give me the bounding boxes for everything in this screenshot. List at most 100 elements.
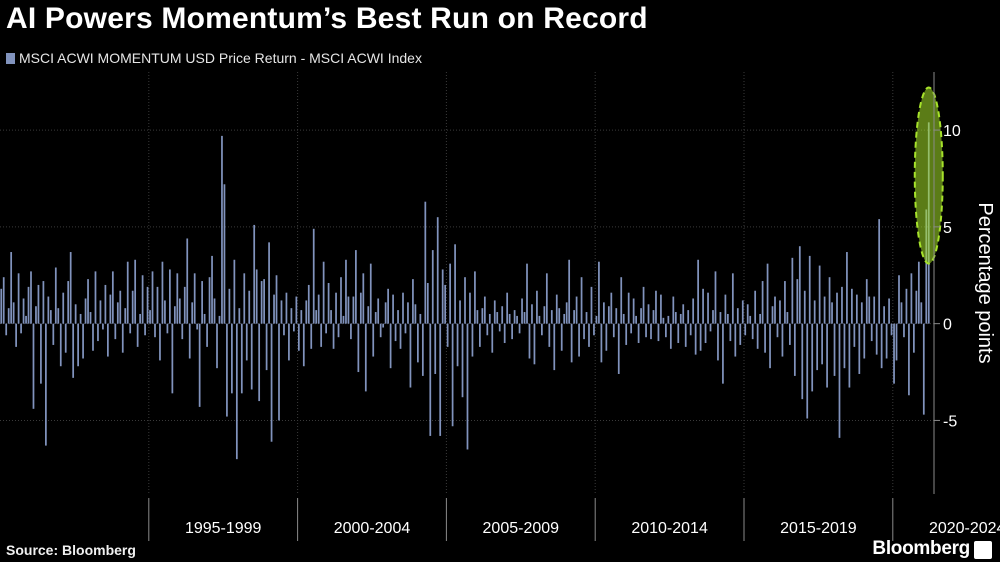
bar (501, 306, 504, 324)
bar (479, 323, 481, 347)
bar (87, 279, 89, 324)
legend-label: MSCI ACWI MOMENTUM USD Price Return - MS… (19, 50, 422, 66)
bar (761, 281, 764, 324)
bar (694, 323, 697, 355)
bar (45, 323, 47, 446)
bar (7, 308, 10, 324)
bar (429, 323, 432, 436)
bar (355, 250, 357, 324)
y-axis-title: Percentage points (974, 202, 996, 363)
bar (342, 315, 345, 324)
bar (878, 219, 881, 324)
bar (216, 323, 218, 369)
bar (245, 323, 248, 361)
bar (74, 304, 77, 324)
bar (12, 302, 15, 324)
bar (647, 304, 650, 324)
bar (409, 323, 412, 388)
bar (843, 323, 846, 369)
bar (925, 209, 928, 324)
bar (288, 323, 290, 361)
bar (283, 323, 285, 336)
bar (652, 310, 655, 324)
bar (588, 323, 590, 347)
bar (412, 279, 414, 324)
bar (493, 300, 496, 324)
bar (372, 323, 375, 357)
bar (913, 323, 915, 353)
bar (94, 271, 97, 324)
bar (555, 294, 558, 324)
bar (293, 323, 295, 332)
bar (248, 290, 251, 324)
bar (69, 252, 72, 324)
bar (154, 323, 156, 338)
bar (563, 313, 566, 324)
bar (714, 271, 717, 324)
bar (208, 277, 211, 324)
bar (533, 323, 536, 365)
bar (543, 306, 546, 324)
bar (521, 298, 523, 324)
bar (270, 323, 273, 442)
bar (704, 323, 707, 344)
bar (793, 323, 796, 376)
bar (221, 135, 223, 324)
bar (789, 323, 791, 345)
bar (665, 323, 667, 338)
bar (875, 323, 878, 355)
bar (836, 292, 838, 324)
legend-swatch (6, 52, 15, 64)
bar (786, 312, 789, 324)
bar (717, 323, 719, 361)
bar (553, 323, 556, 371)
bar (679, 313, 682, 324)
bar (295, 296, 298, 324)
bloomberg-terminal-icon (974, 541, 992, 559)
bar (741, 300, 744, 324)
bar (662, 317, 665, 324)
bar (357, 323, 360, 373)
bar (625, 323, 628, 345)
bar (617, 323, 620, 374)
bar (580, 277, 583, 324)
x-period-label: 1995-1999 (185, 520, 262, 537)
bar (612, 323, 615, 338)
bar (846, 252, 848, 324)
bar (156, 286, 159, 324)
bar (312, 228, 315, 324)
bar (64, 323, 67, 353)
bar (253, 224, 256, 324)
bar (22, 298, 25, 324)
axes: -5 0 5 10 Percentage points 1995-1999 2000-200… (148, 72, 1000, 541)
bar (285, 292, 288, 324)
bar (223, 184, 226, 324)
bar (399, 323, 402, 349)
y-tick-label: -5 (943, 413, 957, 430)
bar (531, 304, 533, 324)
bar (49, 310, 52, 324)
bar (77, 323, 79, 367)
bar (159, 323, 161, 361)
bar (280, 300, 283, 324)
bar (895, 323, 898, 361)
bar (275, 275, 278, 324)
bar (491, 323, 494, 353)
bar (268, 242, 270, 324)
bar (364, 323, 367, 392)
bar (471, 323, 474, 357)
bar (642, 286, 645, 324)
bar (136, 323, 139, 347)
bar (689, 323, 692, 336)
bar (327, 283, 330, 324)
bar (305, 300, 308, 324)
bar (374, 312, 377, 324)
bar (605, 323, 608, 351)
bar (885, 323, 888, 359)
bar (79, 313, 82, 324)
bar (870, 323, 873, 342)
bar (126, 261, 129, 324)
bar (764, 323, 766, 353)
bar (841, 286, 843, 324)
